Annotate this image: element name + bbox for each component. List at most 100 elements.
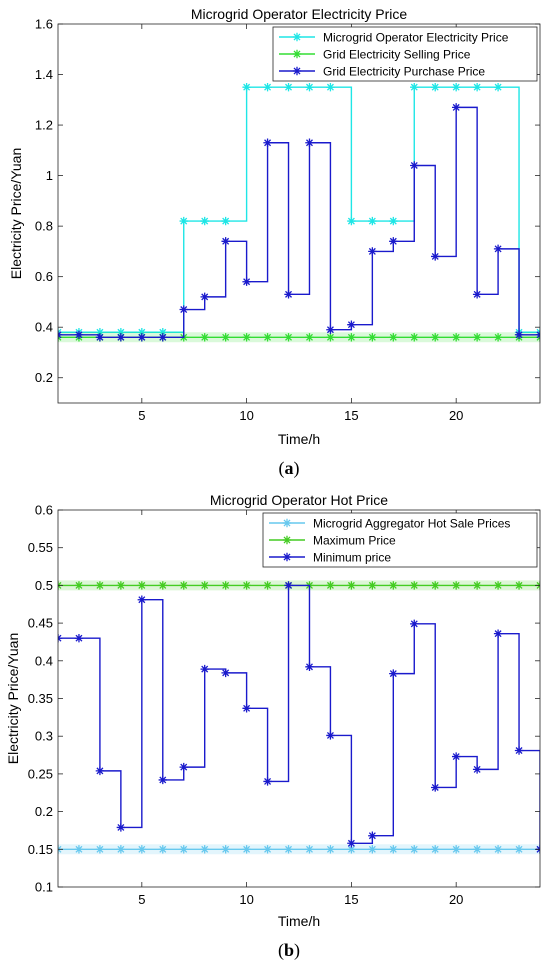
y-tick-label: 0.4: [35, 653, 53, 668]
legend-label: Microgrid Operator Electricity Price: [323, 31, 509, 45]
data-point: [389, 333, 398, 342]
data-point: [326, 82, 335, 92]
legend-item: Microgrid Aggregator Hot Sale Prices: [269, 517, 510, 531]
data-point: [158, 581, 167, 590]
data-point: [431, 581, 440, 590]
data-point: [493, 845, 503, 854]
data-point: [74, 330, 84, 339]
data-point: [431, 252, 440, 261]
data-point: [242, 277, 251, 286]
legend-item: Grid Electricity Selling Price: [279, 48, 471, 62]
data-point: [116, 823, 126, 832]
data-point: [221, 668, 230, 678]
data-point: [368, 216, 377, 226]
y-tick-label: 0.1: [35, 880, 53, 895]
data-point: [472, 581, 482, 590]
data-point: [493, 244, 503, 254]
data-point: [451, 103, 461, 112]
x-tick-label: 20: [449, 408, 463, 423]
data-point: [472, 290, 482, 299]
data-point: [305, 82, 314, 92]
data-point: [431, 333, 440, 342]
data-point: [389, 669, 398, 678]
legend-box: [262, 512, 538, 568]
data-point: [200, 333, 209, 342]
data-point: [200, 216, 209, 226]
y-tick-label: 0.45: [28, 616, 53, 631]
data-point: [263, 82, 272, 92]
data-point: [200, 292, 209, 302]
data-point: [200, 581, 209, 590]
data-point: [179, 305, 188, 314]
data-point: [410, 845, 419, 854]
panel-caption: (a): [279, 458, 300, 479]
y-tick-label: 0.5: [35, 578, 53, 593]
data-point: [242, 333, 251, 342]
data-point: [179, 581, 188, 590]
legend-item: Minimum price: [269, 551, 391, 565]
data-point: [179, 762, 188, 772]
x-tick-label: 15: [344, 408, 358, 423]
data-point: [263, 777, 272, 786]
legend: Microgrid Aggregator Hot Sale Prices Maxi…: [262, 512, 538, 568]
data-point: [472, 333, 482, 342]
x-tick-label: 10: [239, 892, 253, 907]
legend-label: Grid Electricity Purchase Price: [323, 65, 485, 79]
data-point: [116, 333, 126, 342]
data-point: [347, 333, 356, 342]
chart-2: 5 10 15 20 0.1 0.15 0.2 0.25 0.3 0.35 0.4 0.45 0.5 0.…: [5, 492, 541, 961]
legend-item: Microgrid Operator Electricity Price: [279, 31, 509, 45]
chart-title: Microgrid Operator Hot Price: [210, 492, 388, 508]
legend-item: Grid Electricity Purchase Price: [279, 65, 485, 79]
data-point: [116, 328, 126, 337]
data-point: [410, 619, 419, 629]
data-point: [284, 581, 293, 590]
y-tick-label: 1: [46, 168, 53, 183]
data-point: [326, 325, 335, 334]
data-point: [263, 333, 272, 342]
series-line: [58, 584, 540, 850]
data-point: [389, 237, 398, 246]
data-point: [95, 328, 105, 337]
y-tick-label: 0.2: [35, 804, 53, 819]
legend-marker: [282, 518, 292, 528]
y-tick-label: 0.4: [35, 320, 53, 335]
legend: Microgrid Operator Electricity Price Grid…: [272, 26, 538, 82]
data-point: [158, 333, 167, 342]
data-point: [95, 333, 105, 342]
data-point: [347, 839, 356, 848]
data-point: [410, 333, 419, 342]
data-point: [221, 845, 230, 854]
data-point: [158, 775, 167, 785]
series-layer: [58, 580, 540, 855]
data-point: [263, 138, 272, 147]
y-tick-label: 0.6: [35, 269, 53, 284]
data-point: [451, 581, 461, 590]
data-point: [493, 333, 503, 342]
data-point: [514, 581, 524, 590]
legend-label: Grid Electricity Selling Price: [323, 48, 471, 62]
series-3: [58, 581, 540, 854]
data-point: [221, 581, 230, 590]
data-point: [410, 82, 419, 92]
data-point: [493, 629, 503, 638]
data-point: [514, 845, 524, 854]
data-point: [472, 82, 482, 92]
data-point: [326, 731, 335, 740]
data-point: [305, 845, 314, 854]
data-point: [389, 581, 398, 590]
data-point: [95, 766, 105, 776]
data-point: [137, 328, 147, 337]
y-tick-label: 0.2: [35, 370, 53, 385]
legend-label: Microgrid Aggregator Hot Sale Prices: [313, 517, 510, 531]
data-point: [410, 581, 419, 590]
data-point: [179, 216, 188, 226]
y-tick-label: 0.55: [28, 540, 53, 555]
data-point: [242, 82, 251, 92]
data-point: [284, 333, 293, 342]
y-tick-label: 0.35: [28, 691, 53, 706]
data-point: [368, 831, 377, 840]
data-point: [451, 752, 461, 761]
series-1: [58, 844, 540, 855]
data-point: [221, 216, 230, 226]
